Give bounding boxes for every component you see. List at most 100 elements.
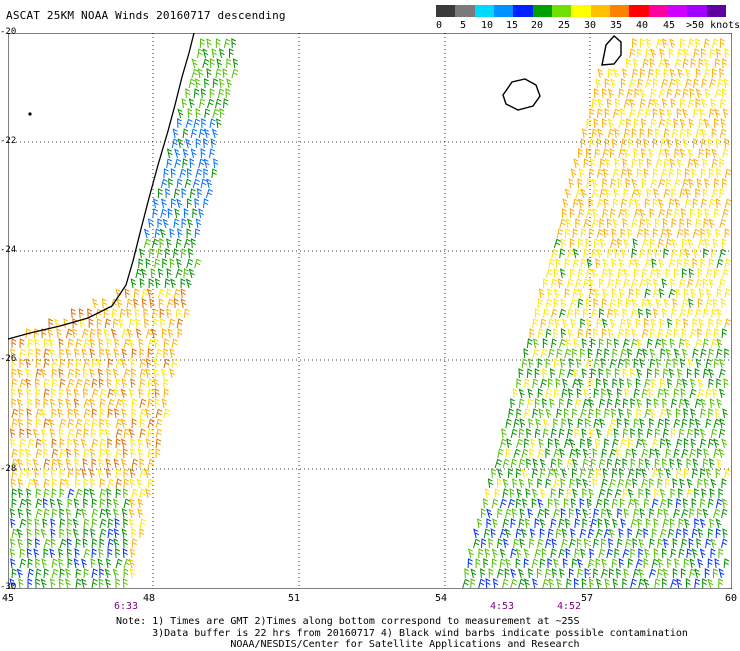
wind-barb	[91, 498, 97, 509]
wind-barb	[574, 428, 580, 438]
wind-barb	[596, 348, 603, 359]
wind-barb	[631, 158, 638, 169]
wind-barb	[637, 108, 644, 119]
wind-barb	[651, 258, 657, 269]
wind-barb	[492, 578, 499, 589]
wind-barb	[103, 328, 110, 339]
wind-barb	[215, 98, 222, 109]
wind-barb	[9, 538, 16, 549]
wind-barb	[611, 408, 617, 419]
wind-barb	[540, 378, 548, 389]
wind-barb	[513, 418, 520, 429]
wind-barb	[518, 578, 526, 589]
wind-barb	[470, 578, 476, 589]
wind-barb	[559, 448, 565, 459]
legend-label: 20	[531, 20, 544, 31]
wind-barb	[607, 118, 614, 129]
wind-barb	[724, 138, 730, 149]
wind-barb	[537, 358, 543, 369]
wind-barb	[601, 268, 609, 279]
wind-barb	[199, 98, 206, 109]
wind-barb	[211, 48, 217, 59]
wind-barb	[34, 528, 40, 539]
wind-barb	[511, 508, 518, 519]
wind-barb	[627, 348, 633, 359]
wind-barb	[129, 468, 136, 479]
wind-barb	[43, 388, 50, 399]
wind-barb	[643, 168, 649, 179]
wind-barb	[530, 438, 536, 449]
wind-barb	[555, 378, 561, 389]
wind-barb	[719, 68, 725, 79]
wind-barb	[699, 548, 706, 559]
wind-barb	[491, 548, 498, 559]
wind-barb	[549, 398, 555, 409]
wind-barb	[665, 138, 673, 149]
wind-barb	[698, 118, 705, 129]
wind-barb	[480, 508, 486, 519]
wind-barb	[582, 398, 590, 409]
wind-barb	[703, 448, 709, 459]
wind-barb	[500, 438, 507, 449]
wind-barb	[591, 268, 598, 279]
wind-barb	[83, 378, 91, 389]
wind-barb	[226, 78, 233, 89]
wind-barb	[177, 228, 183, 239]
wind-barb	[191, 58, 198, 69]
wind-barb	[603, 168, 609, 179]
wind-barb	[679, 358, 686, 369]
wind-barb	[11, 418, 18, 429]
wind-barb	[724, 228, 730, 239]
wind-barb	[695, 218, 702, 229]
wind-barb	[678, 338, 685, 349]
wind-barb	[666, 378, 673, 389]
wind-barb	[205, 188, 214, 199]
wind-barb	[59, 478, 66, 489]
wind-barb	[11, 568, 17, 579]
wind-barb	[494, 458, 502, 469]
wind-barb	[666, 558, 672, 569]
wind-barb	[682, 88, 689, 99]
wind-barb	[202, 138, 209, 149]
wind-barb	[502, 518, 510, 529]
wind-barb	[223, 38, 231, 49]
wind-barb	[510, 518, 516, 529]
wind-barb	[139, 488, 146, 499]
wind-barb	[580, 138, 586, 148]
wind-barb	[576, 478, 582, 489]
wind-barb	[609, 358, 617, 369]
wind-barb	[701, 78, 708, 89]
wind-barb	[623, 278, 630, 289]
wind-barb	[542, 578, 550, 589]
wind-barb	[166, 148, 173, 159]
wind-barb	[35, 488, 42, 499]
wind-barb	[670, 488, 676, 498]
wind-barb	[705, 358, 712, 369]
wind-barb	[695, 68, 701, 79]
wind-barb	[128, 558, 135, 569]
wind-barb	[620, 138, 628, 149]
wind-barb	[182, 148, 189, 159]
wind-barb	[631, 188, 639, 199]
wind-barb	[672, 538, 678, 549]
wind-barb	[639, 418, 645, 429]
wind-barb	[569, 448, 577, 459]
wind-barb	[19, 468, 27, 479]
wind-barb	[643, 558, 649, 569]
wind-barb	[123, 488, 129, 499]
wind-barb	[583, 538, 590, 549]
wind-barb	[713, 438, 720, 449]
wind-barb	[612, 378, 618, 389]
wind-barb	[572, 258, 580, 269]
wind-barb	[567, 388, 574, 399]
wind-barb	[67, 338, 74, 349]
wind-barb	[115, 428, 123, 439]
wind-barb	[724, 198, 732, 209]
wind-barb	[695, 98, 701, 109]
wind-barb	[169, 348, 176, 359]
wind-barb	[608, 568, 614, 579]
wind-barb	[588, 228, 595, 239]
wind-barb	[34, 518, 40, 529]
legend-label: 40	[636, 20, 649, 31]
wind-barb	[191, 68, 199, 79]
